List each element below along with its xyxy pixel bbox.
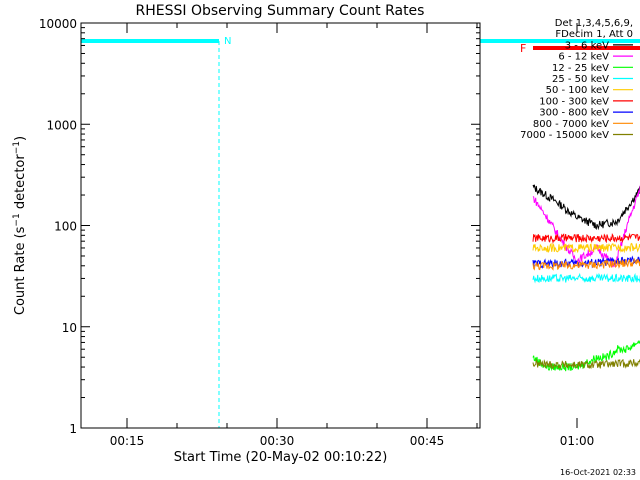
series-line bbox=[532, 232, 640, 244]
series-line bbox=[532, 184, 640, 231]
x-tick-label: 00:30 bbox=[260, 434, 295, 448]
series-line bbox=[532, 257, 640, 271]
x-tick-label: 01:00 bbox=[560, 434, 595, 448]
night-label: N bbox=[224, 36, 231, 47]
y-axis-label: Count Rate (s−1 detector−1) bbox=[12, 136, 28, 315]
legend-label: 25 - 50 keV bbox=[552, 74, 609, 85]
x-tick-label: 00:15 bbox=[110, 434, 145, 448]
legend-label: 800 - 7000 keV bbox=[533, 119, 609, 130]
plot-frame bbox=[80, 22, 481, 429]
legend-label: 6 - 12 keV bbox=[558, 52, 609, 63]
legend-label: 12 - 25 keV bbox=[552, 63, 609, 74]
series-line bbox=[532, 242, 640, 254]
series-line bbox=[532, 358, 640, 370]
legend-header: FDecim 1, Att 0 bbox=[555, 29, 633, 40]
flare-label: F bbox=[520, 42, 526, 55]
series-line bbox=[532, 340, 640, 372]
x-tick-label: 00:45 bbox=[410, 434, 445, 448]
footer-date: 16-Oct-2021 02:33 bbox=[560, 468, 636, 477]
y-tick-label: 1000 bbox=[46, 118, 77, 132]
legend-header: Det 1,3,4,5,6,9, bbox=[555, 18, 633, 29]
series-line bbox=[532, 272, 640, 284]
legend-label: 3 - 6 keV bbox=[565, 40, 609, 51]
y-tick-label: 10 bbox=[62, 321, 77, 335]
chart-title: RHESSI Observing Summary Count Rates bbox=[136, 3, 425, 19]
legend-label: 300 - 800 keV bbox=[539, 108, 609, 119]
series-line bbox=[532, 255, 640, 270]
series-line bbox=[532, 184, 640, 268]
y-tick-label: 10000 bbox=[39, 17, 77, 31]
legend-label: 50 - 100 keV bbox=[546, 85, 610, 96]
x-axis-label: Start Time (20-May-02 00:10:22) bbox=[174, 450, 388, 465]
legend-label: 7000 - 15000 keV bbox=[520, 130, 609, 141]
series-lines bbox=[532, 184, 640, 372]
y-tick-label: 100 bbox=[54, 220, 77, 234]
y-axis: 1 10 100 1000 10000 bbox=[39, 17, 480, 436]
legend: Det 1,3,4,5,6,9,FDecim 1, Att 03 - 6 keV… bbox=[520, 18, 633, 141]
y-tick-label: 1 bbox=[69, 422, 77, 436]
legend-label: 100 - 300 keV bbox=[539, 96, 609, 107]
